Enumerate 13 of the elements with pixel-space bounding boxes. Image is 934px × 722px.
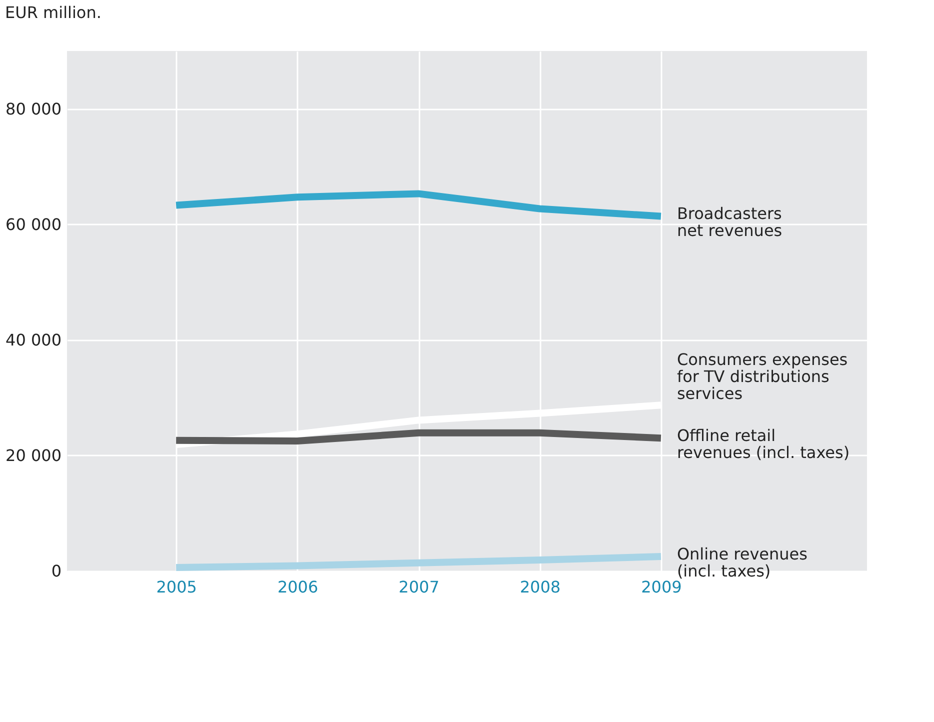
series-label: Broadcasters net revenues [676,204,782,240]
y-tick-label: 80 000 [6,99,62,118]
y-tick-label: 40 000 [6,330,62,350]
y-tick-label: 60 000 [6,214,62,234]
series-label: Consumers expenses for TV distributions services [676,350,848,404]
x-tick-label: 2005 [156,578,197,596]
chart-title: EUR million. [5,3,102,22]
y-tick-label: 0 [51,562,62,580]
x-tick-label: 2007 [398,578,440,596]
x-tick-label: 2006 [277,578,318,596]
x-tick-label: 2008 [520,578,561,596]
series-label: Offline retail revenues (incl. taxes) [676,426,850,462]
y-tick-label: 20 000 [6,446,62,465]
